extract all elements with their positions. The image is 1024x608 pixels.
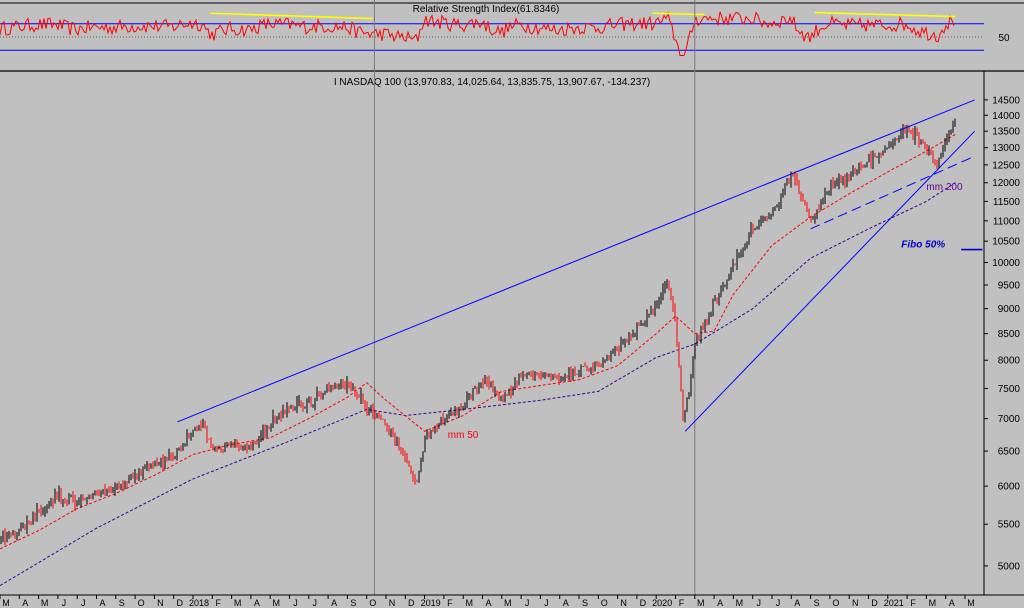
x-tick-label-32: N [620,598,627,608]
x-tick-label-46: 2021 [884,598,904,608]
mm200-label: mm 200 [926,182,963,193]
y-tick-label-13500: 13500 [992,127,1020,138]
rsi-line [0,11,955,56]
x-tick-label-21: D [408,598,415,608]
y-tick-label-5500: 5500 [998,520,1021,531]
y-tick-label-7000: 7000 [998,414,1021,425]
x-tick-label-28: J [544,598,549,608]
x-tick-label-27: J [525,598,530,608]
trendlines-layer [177,99,976,432]
x-tick-label-11: F [216,598,222,608]
x-tick-label-35: F [679,598,685,608]
x-tick-label-8: N [157,598,164,608]
y-tick-label-12500: 12500 [992,160,1020,171]
x-tick-label-24: M [465,598,473,608]
x-tick-label-38: M [736,598,744,608]
y-tick-label-7500: 7500 [998,384,1021,395]
x-tick-label-47: F [910,598,916,608]
x-tick-label-41: A [794,598,800,608]
x-tick-label-29: A [563,598,569,608]
x-tick-label-23: F [447,598,453,608]
x-tick-label-25: A [485,598,491,608]
y-tick-label-5000: 5000 [998,561,1021,572]
rsi-title: Relative Strength Index(61.8346) [413,4,560,15]
x-tick-label-10: 2018 [189,598,209,608]
x-tick-label-13: A [254,598,260,608]
x-tick-label-50: M [967,598,975,608]
x-tick-label-40: J [776,598,781,608]
y-tick-label-8500: 8500 [998,329,1021,340]
x-tick-label-15: J [293,598,298,608]
y-tick-label-14000: 14000 [992,111,1020,122]
x-tick-label-45: D [871,598,878,608]
mm200-layer [0,182,956,587]
fibo-label: Fibo 50% [901,240,945,251]
x-tick-label-48: M [929,598,937,608]
x-tick-label-1: A [22,598,28,608]
price-axis: 5000 5500 6000 6500 7000 7500 8000 8500 9000 9500… [984,95,1020,572]
x-tick-label-16: J [313,598,318,608]
x-tick-label-36: M [697,598,705,608]
x-tick-label-4: J [81,598,86,608]
x-tick-label-37: A [717,598,723,608]
rsi-trendline-2 [814,11,956,18]
x-tick-label-39: J [756,598,761,608]
x-tick-label-42: S [814,598,820,608]
y-tick-label-12000: 12000 [992,178,1020,189]
mm50-line [0,133,956,550]
trendline-1 [684,130,976,432]
mm50-label: mm 50 [448,430,479,441]
x-tick-label-22: 2019 [421,598,441,608]
x-tick-label-30: S [582,598,588,608]
candles-layer [0,118,956,546]
y-tick-label-11500: 11500 [993,197,1021,208]
x-tick-label-31: O [601,598,608,608]
price-title: I NASDAQ 100 (13,970.83, 14,025.64, 13,8… [334,77,650,88]
rsi-trendline-0 [210,12,373,20]
y-tick-label-8000: 8000 [998,356,1021,367]
y-tick-label-10500: 10500 [992,237,1020,248]
rsi-panel: Relative Strength Index(61.8346) 50 [0,2,1024,56]
x-tick-label-19: O [369,598,376,608]
x-tick-label-34: 2020 [652,598,672,608]
y-tick-label-6500: 6500 [998,447,1021,458]
rsi-trendline-1 [652,12,705,16]
y-tick-label-11000: 11000 [993,216,1021,227]
x-tick-label-26: M [504,598,512,608]
y-tick-label-9500: 9500 [998,280,1021,291]
rsi-trendlines [210,11,956,20]
x-tick-label-18: S [350,598,356,608]
y-tick-label-10000: 10000 [992,258,1020,269]
y-tick-label-13000: 13000 [992,143,1020,154]
x-tick-label-33: D [640,598,647,608]
x-tick-label-6: S [119,598,125,608]
y-tick-label-14500: 14500 [992,95,1020,106]
trendline-0 [177,99,975,423]
x-tick-label-17: A [331,598,337,608]
y-tick-label-6000: 6000 [998,482,1021,493]
x-tick-label-44: N [852,598,859,608]
x-tick-label-14: M [272,598,280,608]
annotations-layer: mm 50 mm 200 Fibo 50% [448,182,983,441]
x-tick-label-3: J [62,598,67,608]
x-tick-label-12: M [234,598,242,608]
mm50-layer [0,133,956,550]
mm200-line [0,182,956,587]
x-tick-label-43: O [832,598,839,608]
x-tick-label-5: A [99,598,105,608]
x-tick-label-0: M [2,598,10,608]
rsi-tick-label: 50 [998,33,1010,44]
x-tick-label-9: D [176,598,183,608]
time-axis: M A M J J A S O N D 2018 F M A M J J A S O N D 2019 F M A M J J A S O N D… [0,595,975,608]
y-tick-label-9000: 9000 [998,304,1021,315]
x-tick-label-20: N [389,598,396,608]
x-tick-label-7: O [138,598,145,608]
x-tick-label-2: M [41,598,49,608]
x-tick-label-49: A [949,598,955,608]
year-dividers [373,0,696,595]
